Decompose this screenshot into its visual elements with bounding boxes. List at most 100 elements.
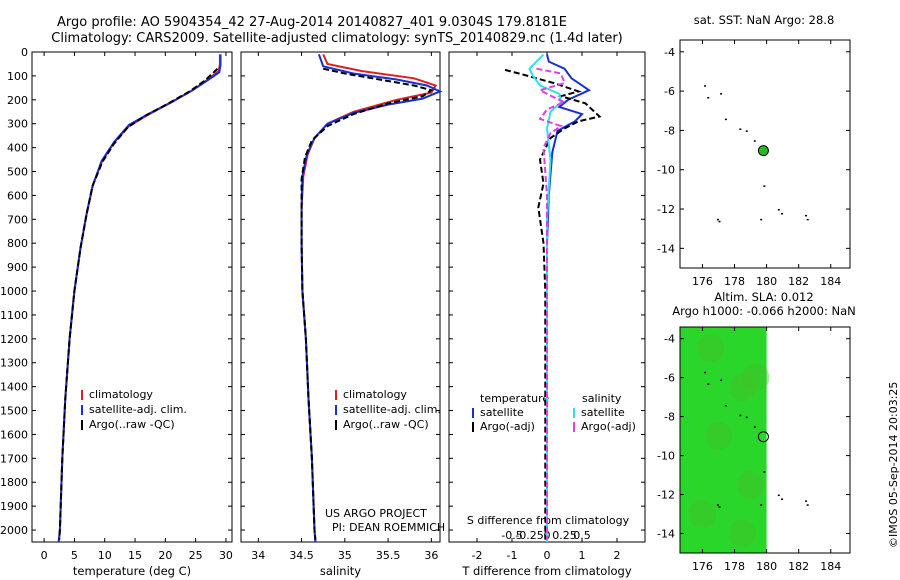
legend-entry: Argo(-adj) bbox=[480, 420, 535, 433]
lat-tick-label: -10 bbox=[657, 164, 675, 177]
y-tick-label: 1900 bbox=[0, 500, 28, 513]
island-marker bbox=[777, 494, 780, 497]
island-marker bbox=[704, 371, 707, 374]
y-tick-label: 1000 bbox=[0, 285, 28, 298]
island-marker bbox=[724, 404, 727, 407]
island-marker bbox=[781, 212, 784, 215]
island-marker bbox=[763, 471, 766, 473]
series-line-climatology bbox=[300, 53, 438, 543]
y-tick-label: 700 bbox=[7, 213, 28, 226]
lat-tick-label: -4 bbox=[664, 333, 675, 346]
sla-field-patch bbox=[696, 334, 725, 363]
x-tick-label: 2 bbox=[614, 549, 621, 562]
x-tick-label: 25 bbox=[189, 549, 203, 562]
lon-tick-label: 184 bbox=[820, 275, 841, 288]
y-tick-label: 1800 bbox=[0, 476, 28, 489]
island-marker bbox=[805, 214, 808, 217]
x-tick-label: 10 bbox=[98, 549, 112, 562]
plot-frame bbox=[240, 51, 441, 543]
map-frame bbox=[679, 39, 851, 269]
series-line-salinity-satellite bbox=[528, 53, 563, 542]
lat-tick-label: -8 bbox=[664, 124, 675, 137]
series-line-climatology bbox=[57, 54, 221, 543]
lon-tick-label: 182 bbox=[788, 560, 809, 573]
island-marker bbox=[739, 414, 742, 417]
island-marker bbox=[716, 504, 719, 506]
profile-panel-salinity: 34 34.5 35 35.5 36 salinity climatology satelli… bbox=[240, 51, 443, 578]
island-marker bbox=[760, 218, 763, 221]
island-marker bbox=[720, 93, 723, 95]
island-marker bbox=[806, 504, 809, 506]
island-marker bbox=[707, 383, 710, 385]
x-tick-label: 0 bbox=[544, 549, 551, 562]
island-marker bbox=[760, 504, 763, 506]
y-tick-label: 1100 bbox=[0, 309, 28, 322]
map-panel-sla_map: 176 178 180 182 184 -4 -6 -8 -10 -12 -14 bbox=[657, 326, 851, 573]
island-marker bbox=[806, 218, 809, 221]
legend-entry: climatology bbox=[343, 388, 407, 401]
y-tick-label: 1400 bbox=[0, 381, 28, 394]
float-position-marker bbox=[757, 431, 769, 443]
sst-map-title: sat. SST: NaN Argo: 28.8 bbox=[694, 13, 835, 27]
pi-label: PI: DEAN ROEMMICH bbox=[332, 521, 445, 534]
diff-top-xlabel: S difference from climatology bbox=[467, 514, 630, 527]
island-marker bbox=[718, 220, 721, 223]
legend-entry: satellite-adj. clim. bbox=[89, 403, 187, 416]
diff-legend-title-salinity: salinity bbox=[582, 392, 622, 405]
lat-tick-label: -8 bbox=[664, 411, 675, 424]
top-x-tick-label: 0.5 bbox=[573, 529, 591, 542]
y-tick-label: 400 bbox=[7, 142, 28, 155]
x-tick-label: 30 bbox=[219, 549, 233, 562]
y-tick-label: 1500 bbox=[0, 405, 28, 418]
sla-field bbox=[680, 327, 767, 553]
sla-field-patch bbox=[728, 519, 757, 548]
island-marker bbox=[763, 185, 766, 187]
x-axis-label: T difference from climatology bbox=[461, 564, 632, 578]
lat-tick-label: -14 bbox=[657, 528, 675, 541]
x-axis-label: salinity bbox=[320, 564, 361, 578]
x-tick-label: 5 bbox=[71, 549, 78, 562]
y-tick-label: 100 bbox=[7, 70, 28, 83]
island-marker bbox=[781, 498, 784, 500]
y-tick-label: 1600 bbox=[0, 428, 28, 441]
lat-tick-label: -6 bbox=[664, 85, 675, 98]
sla-field-patch bbox=[728, 373, 757, 402]
island-marker bbox=[805, 500, 808, 502]
lat-tick-label: -4 bbox=[664, 46, 675, 59]
series-line-satellite-adj-clim- bbox=[57, 54, 222, 543]
legend-entry: satellite bbox=[480, 406, 524, 419]
lon-tick-label: 176 bbox=[692, 560, 713, 573]
y-tick-label: 900 bbox=[7, 261, 28, 274]
sla-field-patch bbox=[704, 422, 733, 451]
x-axis-label: temperature (deg C) bbox=[73, 564, 191, 578]
legend-entry: climatology bbox=[89, 388, 153, 401]
island-marker bbox=[739, 128, 742, 130]
lon-tick-label: 182 bbox=[788, 275, 809, 288]
y-tick-label: 1200 bbox=[0, 333, 28, 346]
x-tick-label: 34 bbox=[251, 549, 265, 562]
lon-tick-label: 178 bbox=[724, 275, 745, 288]
diff-legend-title-temperature: temperature bbox=[480, 392, 549, 405]
legend-entry: Argo(-adj) bbox=[581, 420, 636, 433]
x-tick-label: 20 bbox=[158, 549, 172, 562]
x-tick-label: 15 bbox=[128, 549, 142, 562]
figure-title-line2: Climatology: CARS2009. Satellite-adjuste… bbox=[51, 31, 623, 46]
sla-field-patch bbox=[741, 363, 770, 392]
map-frame bbox=[679, 326, 851, 554]
y-tick-label: 800 bbox=[7, 237, 28, 250]
island-marker bbox=[720, 379, 723, 382]
x-tick-label: 0 bbox=[41, 549, 48, 562]
island-marker bbox=[753, 140, 756, 142]
sla-field-patch bbox=[736, 470, 765, 499]
island-marker bbox=[777, 209, 780, 211]
island-marker bbox=[745, 416, 748, 419]
top-x-tick-label: -0.25 bbox=[515, 529, 543, 542]
series-line-temperature-argo-adj- bbox=[504, 68, 602, 540]
island-marker bbox=[704, 85, 707, 87]
series-line-salinity-argo-adj- bbox=[536, 67, 568, 540]
profile-panel-difference: -2 -1 0 1 2-0.5-0.25 0 0.250.5T difference fro… bbox=[448, 51, 646, 578]
top-x-tick-label: -0.5 bbox=[501, 529, 522, 542]
sla-map-title-line2: Argo h1000: -0.066 h2000: NaN bbox=[672, 304, 856, 318]
sla-map-title-line1: Altim. SLA: 0.012 bbox=[714, 290, 813, 304]
x-tick-label: 1 bbox=[579, 549, 586, 562]
